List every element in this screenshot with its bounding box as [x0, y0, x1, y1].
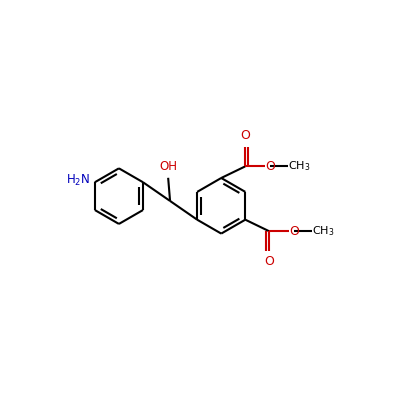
- Text: CH$_3$: CH$_3$: [288, 160, 311, 173]
- Text: H$_2$N: H$_2$N: [66, 173, 90, 188]
- Text: CH$_3$: CH$_3$: [312, 224, 335, 238]
- Text: O: O: [264, 255, 274, 268]
- Text: O: O: [265, 160, 275, 173]
- Text: O: O: [289, 225, 299, 238]
- Text: O: O: [240, 130, 250, 142]
- Text: OH: OH: [159, 160, 177, 173]
